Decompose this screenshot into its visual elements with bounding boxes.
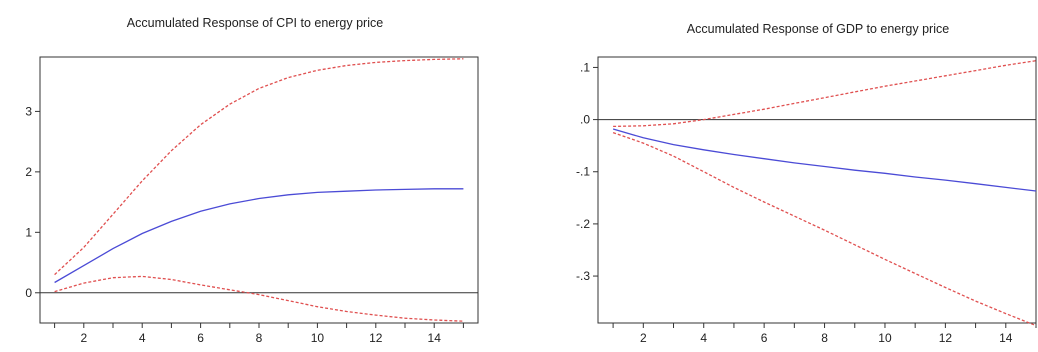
chart-title: Accumulated Response of CPI to energy pr… — [127, 16, 383, 30]
x-tick-label: 8 — [821, 331, 828, 345]
x-tick-label: 10 — [878, 331, 892, 345]
y-tick-label: 0 — [25, 286, 32, 300]
y-tick-label: 3 — [25, 104, 32, 118]
x-tick-label: 10 — [311, 331, 325, 345]
plot-frame — [39, 56, 479, 324]
x-tick-label: 14 — [428, 331, 442, 345]
x-tick-label: 12 — [369, 331, 383, 345]
x-tick-label: 12 — [939, 331, 953, 345]
plot-frame — [597, 56, 1037, 324]
series-line-lower-band — [54, 275, 464, 322]
x-tick-label: 14 — [999, 331, 1013, 345]
chart-panel-1: Accumulated Response of CPI to energy pr… — [25, 16, 479, 345]
y-tick-label: .0 — [580, 113, 590, 127]
x-tick-label: 8 — [256, 331, 263, 345]
x-tick-label: 2 — [640, 331, 647, 345]
series-line-upper-band — [54, 58, 464, 276]
x-tick-label: 2 — [80, 331, 87, 345]
series-line-response — [54, 188, 464, 284]
series-line-lower-band — [612, 131, 1037, 327]
x-tick-label: 6 — [761, 331, 768, 345]
x-tick-label: 4 — [139, 331, 146, 345]
y-tick-label: .1 — [580, 60, 590, 74]
y-tick-label: -.2 — [576, 217, 590, 231]
series-line-upper-band — [613, 60, 1037, 128]
series-line-response — [612, 128, 1037, 192]
y-tick-label: -.3 — [576, 269, 590, 283]
y-tick-label: -.1 — [576, 165, 590, 179]
chart-panel-2: Accumulated Response of GDP to energy pr… — [576, 22, 1037, 345]
y-tick-label: 2 — [25, 165, 32, 179]
y-tick-label: 1 — [25, 225, 32, 239]
chart-title: Accumulated Response of GDP to energy pr… — [687, 22, 949, 36]
x-tick-label: 4 — [700, 331, 707, 345]
x-tick-label: 6 — [197, 331, 204, 345]
